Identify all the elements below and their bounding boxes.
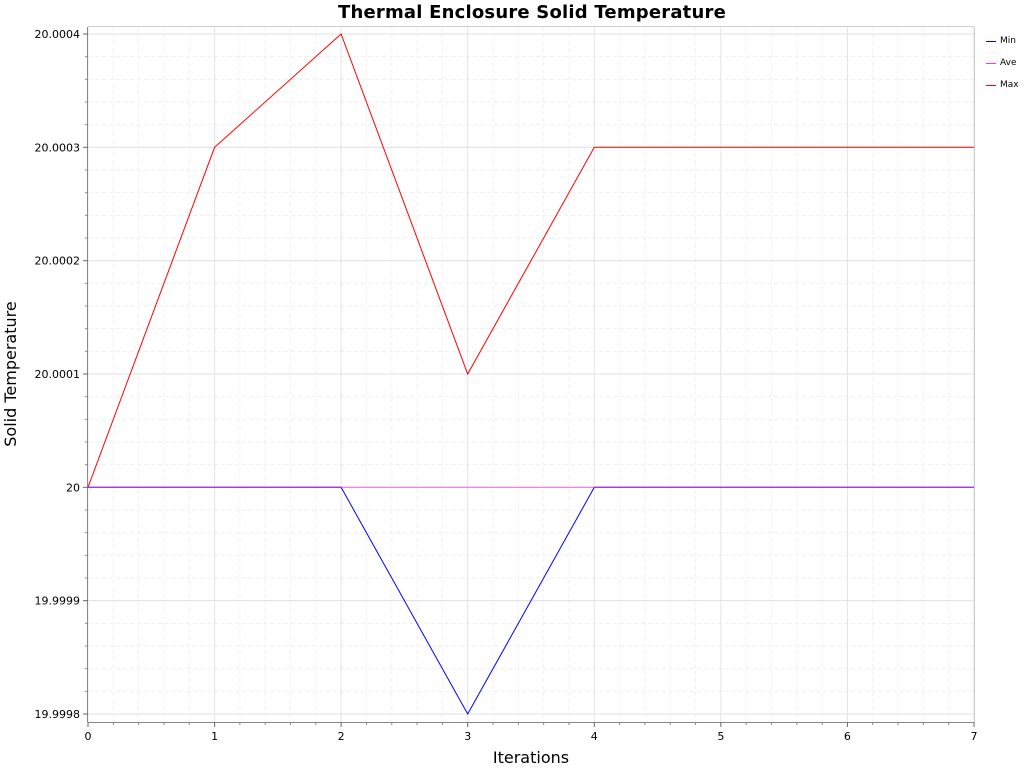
x-tick-label: 0	[85, 730, 92, 743]
x-tick-label: 7	[971, 730, 978, 743]
y-tick-label: 20.0001	[35, 368, 81, 381]
legend-swatch-max	[986, 84, 996, 86]
series-line-max	[87, 33, 974, 488]
x-tick-label: 5	[717, 730, 724, 743]
legend-swatch-ave	[986, 62, 996, 64]
chart-title: Thermal Enclosure Solid Temperature	[337, 2, 726, 23]
x-tick-label: 1	[211, 730, 218, 743]
y-tick-label: 20.0002	[35, 255, 81, 268]
y-tick-label: 20	[66, 481, 80, 494]
y-tick-label: 19.9999	[35, 595, 81, 608]
y-tick-label: 19.9998	[35, 708, 81, 721]
legend-item-ave: Ave	[986, 52, 1022, 74]
legend-swatch-min	[986, 40, 996, 42]
x-tick-label: 3	[464, 730, 471, 743]
y-tick-label: 20.0004	[35, 28, 81, 41]
legend-item-min: Min	[986, 30, 1022, 52]
legend-label-max: Max	[1000, 79, 1019, 90]
y-tick-label: 20.0003	[35, 141, 81, 154]
x-axis-label: Iterations	[492, 748, 570, 767]
y-axis-label: Solid Temperature	[1, 301, 20, 447]
legend-label-min: Min	[1000, 35, 1016, 46]
legend-item-max: Max	[986, 74, 1022, 96]
legend: Min Ave Max	[986, 30, 1022, 96]
legend-label-ave: Ave	[1000, 57, 1017, 68]
x-tick-label: 6	[844, 730, 851, 743]
x-tick-label: 4	[591, 730, 598, 743]
x-tick-label: 2	[338, 730, 345, 743]
